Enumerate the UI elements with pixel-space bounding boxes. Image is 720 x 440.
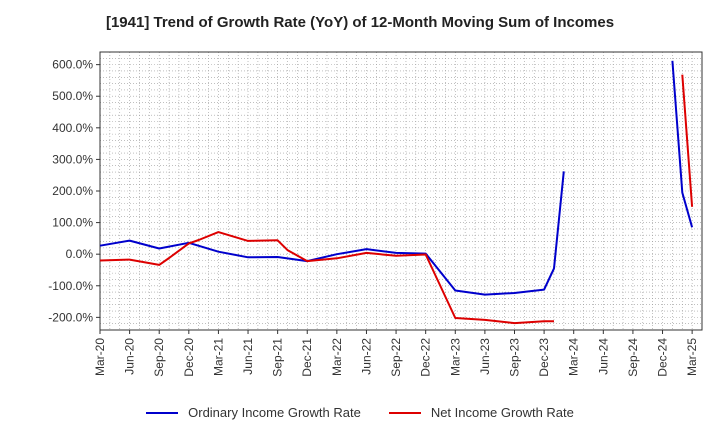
- x-tick-label: Sep-23: [507, 338, 521, 377]
- legend-label-net: Net Income Growth Rate: [430, 405, 574, 420]
- x-tick-label: Sep-24: [626, 338, 640, 377]
- legend-item-ordinary: Ordinary Income Growth Rate: [146, 405, 361, 420]
- x-tick-label: Jun-20: [123, 338, 137, 375]
- x-tick-label: Sep-20: [152, 338, 166, 377]
- x-tick-label: Jun-23: [478, 338, 492, 375]
- x-tick-label: Mar-24: [567, 338, 581, 376]
- x-tick-label: Mar-20: [93, 338, 107, 376]
- chart-title: [1941] Trend of Growth Rate (YoY) of 12-…: [105, 14, 615, 31]
- x-tick-label: Mar-22: [330, 338, 344, 376]
- legend: Ordinary Income Growth Rate Net Income G…: [0, 405, 720, 420]
- x-tick-label: Dec-23: [537, 338, 551, 377]
- x-tick-label: Mar-25: [685, 338, 699, 376]
- legend-swatch-ordinary: [146, 411, 179, 414]
- legend-label-ordinary: Ordinary Income Growth Rate: [188, 405, 361, 420]
- y-tick-label: 0.0%: [66, 247, 94, 261]
- y-tick-label: -200.0%: [48, 310, 93, 324]
- x-tick-label: Dec-24: [656, 338, 670, 377]
- x-tick-label: Dec-22: [419, 338, 433, 377]
- legend-item-net: Net Income Growth Rate: [388, 405, 574, 420]
- y-tick-label: 400.0%: [52, 121, 93, 135]
- series-line-net: [99, 231, 554, 325]
- y-tick-label: 600.0%: [52, 58, 93, 72]
- x-tick-label: Jun-21: [241, 338, 255, 375]
- series-line-ordinary: [671, 60, 694, 228]
- x-tick-label: Mar-21: [211, 338, 225, 376]
- y-tick-label: 100.0%: [52, 216, 93, 230]
- y-tick-label: -100.0%: [48, 279, 93, 293]
- x-tick-label: Mar-23: [448, 338, 462, 376]
- x-tick-label: Dec-20: [182, 338, 196, 377]
- x-tick-label: Dec-21: [300, 338, 314, 377]
- x-tick-label: Jun-24: [596, 338, 610, 375]
- x-tick-label: Sep-22: [389, 338, 403, 377]
- series-line-net: [681, 74, 694, 207]
- legend-swatch-net: [388, 411, 421, 414]
- x-tick-label: Sep-21: [271, 338, 285, 377]
- y-tick-label: 200.0%: [52, 184, 93, 198]
- y-tick-label: 300.0%: [52, 152, 93, 166]
- x-tick-label: Jun-22: [359, 338, 373, 375]
- series-line-ordinary: [99, 171, 565, 296]
- y-tick-label: 500.0%: [52, 89, 93, 103]
